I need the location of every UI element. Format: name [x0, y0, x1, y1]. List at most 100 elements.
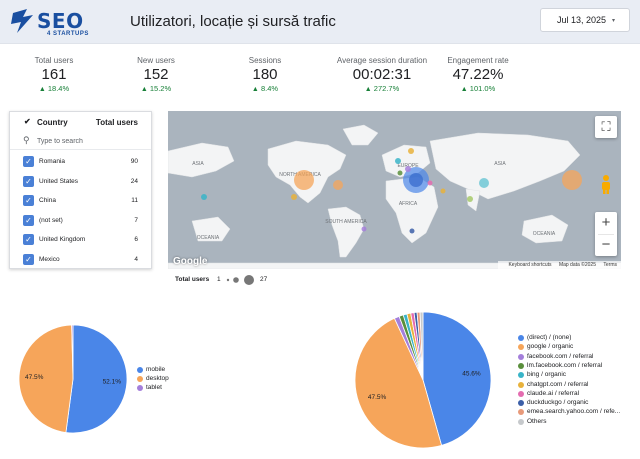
map-label-asia-right: ASIA: [494, 161, 506, 167]
country-table: ✔ Country Total users ⚲ ✓ Romania 90 ✓ Unite…: [9, 111, 152, 269]
device-legend: mobile desktop tablet: [137, 366, 197, 396]
legend-label: emea.search.yahoo.com / refe...: [527, 408, 621, 416]
trend-up-icon: ▲: [38, 86, 46, 93]
source-slice-label: 45.6%: [462, 370, 481, 377]
bubble-south-africa[interactable]: [409, 228, 415, 234]
trend-up-icon: ▲: [140, 86, 148, 93]
table-row[interactable]: ✓ Mexico 4: [10, 251, 151, 270]
kpi-label: New users: [137, 56, 175, 65]
kpi-value: 47.22%: [452, 66, 504, 83]
map-label-asia-left: ASIA: [192, 161, 204, 167]
column-header-total-users[interactable]: Total users: [95, 118, 138, 127]
zoom-out-button[interactable]: −: [601, 236, 611, 253]
country-users: 4: [134, 255, 138, 263]
country-name: Romania: [39, 158, 66, 165]
street-view-pegman[interactable]: [598, 174, 614, 194]
bubble-uk[interactable]: [395, 158, 401, 164]
map-label-south-america: SOUTH AMERICA: [325, 219, 367, 225]
legend-swatch: [518, 335, 524, 341]
date-range-label: Jul 13, 2025: [557, 15, 607, 25]
legend-label: mobile: [146, 366, 166, 373]
country-name: United States: [39, 177, 79, 185]
world-map[interactable]: NORTH AMERICA SOUTH AMERICA EUROPE AFRIC…: [168, 111, 621, 269]
source-legend: (direct) / (none) google / organic faceboo…: [518, 334, 638, 428]
terms-link[interactable]: Terms: [603, 262, 617, 268]
device-slice[interactable]: [18, 324, 74, 433]
bubble-us-east[interactable]: [333, 180, 343, 190]
bubble-us-west[interactable]: [294, 170, 314, 190]
row-checkbox[interactable]: ✓: [23, 175, 34, 187]
map-canvas: NORTH AMERICA SOUTH AMERICA EUROPE AFRIC…: [168, 124, 621, 269]
bubble-mideast[interactable]: [440, 188, 446, 194]
bubble-brazil[interactable]: [361, 226, 367, 232]
bubble-scandinavia[interactable]: [408, 148, 414, 154]
kpi-delta: ▲ 101.0%: [428, 84, 528, 93]
bubble-romania-core[interactable]: [409, 173, 423, 187]
legend-label: desktop: [146, 375, 169, 382]
bubble-japan-right[interactable]: [562, 170, 582, 190]
legend-label: (direct) / (none): [527, 334, 572, 341]
kpi-value: 180: [252, 66, 278, 83]
asia-left-shape: [168, 142, 235, 178]
row-checkbox[interactable]: ✓: [23, 253, 34, 265]
legend-swatch: [518, 353, 524, 360]
legend-label: claude.ai / referral: [527, 389, 580, 397]
legend-swatch: [137, 385, 143, 391]
keyboard-shortcuts-link[interactable]: Keyboard shortcuts: [508, 262, 552, 268]
country-users: 11: [131, 197, 138, 204]
table-header: ✔ Country Total users: [10, 112, 151, 132]
kpi-delta: ▲ 15.2%: [106, 84, 206, 93]
table-row[interactable]: ✓ (not set) 7: [10, 212, 151, 231]
country-users: 90: [130, 158, 138, 165]
legend-swatch: [518, 400, 524, 407]
table-row[interactable]: ✓ United States 24: [10, 173, 151, 192]
map-label-africa: AFRICA: [399, 201, 418, 207]
table-row[interactable]: ✓ United Kingdom 6: [10, 231, 151, 250]
device-slice[interactable]: [65, 324, 128, 434]
map-label-oceania-left: OCEANIA: [197, 235, 220, 241]
row-checkbox[interactable]: ✓: [23, 214, 34, 226]
country-search-input[interactable]: [37, 135, 137, 147]
country-users: 6: [134, 236, 138, 243]
kpi-delta: ▲ 8.4%: [215, 84, 315, 93]
bubble-china[interactable]: [479, 178, 489, 188]
source-pie-chart: 45.6% 47.5%: [354, 311, 492, 449]
table-row[interactable]: ✓ China 11: [10, 192, 151, 211]
bubble-turkey[interactable]: [427, 180, 433, 186]
legend-label: Others: [527, 417, 547, 425]
logo-mark-icon: [11, 9, 33, 33]
legend-swatch: [137, 367, 143, 373]
fullscreen-icon: ⛶: [601, 119, 611, 134]
legend-swatch: [518, 409, 524, 416]
brand-logo[interactable]: SEO 4 STARTUPS: [9, 7, 99, 39]
table-row[interactable]: ✓ Romania 90: [10, 153, 151, 172]
google-logo: Google: [173, 256, 208, 267]
page-title: Utilizatori, locație și sursă trafic: [130, 13, 336, 30]
bubble-india[interactable]: [467, 196, 473, 202]
logo-text: SEO: [37, 9, 84, 33]
bubble-france[interactable]: [397, 170, 403, 176]
page-header: SEO 4 STARTUPS Utilizatori, locație și s…: [0, 0, 640, 44]
zoom-in-button[interactable]: +: [601, 214, 611, 231]
bubble-asia-left[interactable]: [201, 194, 207, 200]
device-slice[interactable]: [71, 324, 74, 380]
column-header-country[interactable]: Country: [37, 118, 68, 127]
row-checkbox[interactable]: ✓: [23, 156, 34, 167]
row-checkbox[interactable]: ✓: [23, 234, 34, 245]
country-name: United Kingdom: [39, 236, 86, 243]
bubble-mexico[interactable]: [291, 194, 297, 200]
kpi-card: Average session duration 00:02:31 ▲ 272.7%: [332, 56, 432, 93]
source-slice[interactable]: [354, 317, 443, 449]
kpi-delta-value: 8.4%: [260, 84, 279, 93]
kpi-label: Engagement rate: [447, 56, 509, 65]
date-range-button[interactable]: Jul 13, 2025 ▾: [540, 8, 630, 32]
fullscreen-button[interactable]: ⛶: [595, 116, 617, 138]
source-slice[interactable]: [419, 311, 424, 381]
zoom-controls: + −: [595, 212, 617, 256]
source-slice[interactable]: [422, 311, 492, 446]
kpi-value: 152: [143, 66, 169, 83]
size-legend-max: 27: [260, 276, 268, 283]
row-checkbox[interactable]: ✓: [23, 195, 34, 206]
select-all-check-icon[interactable]: ✔: [24, 117, 31, 126]
bubble-germany[interactable]: [405, 166, 411, 172]
